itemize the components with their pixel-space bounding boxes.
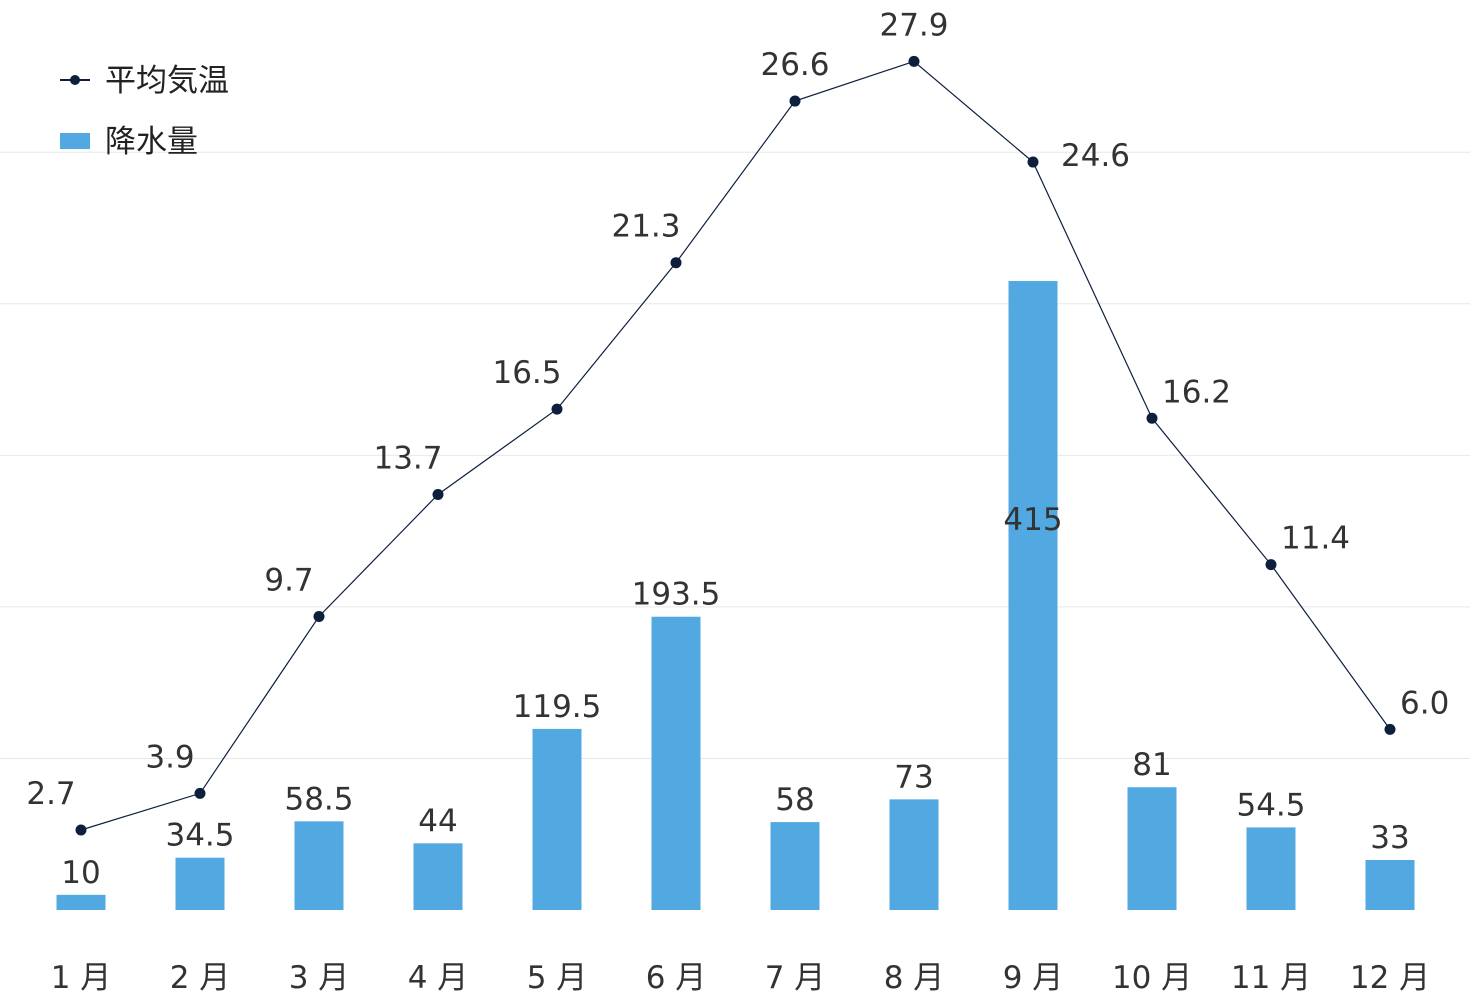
temperature-point-2 [194,787,206,799]
legend-item-temperature: 平均気温 [60,63,229,99]
bar-label-3: 58.5 [284,781,353,817]
bar-label-4: 44 [418,803,457,839]
temperature-point-4 [432,489,444,500]
bar-7 [770,822,820,910]
bar-label-11: 54.5 [1236,787,1305,823]
temperature-label-7: 26.6 [760,47,829,83]
bar-label-2: 34.5 [165,818,234,854]
temperature-point-7 [789,95,801,107]
temperature-label-2: 3.9 [145,739,194,775]
x-tick-label-7: 7 月 [765,960,826,996]
x-tick-label-8: 8 月 [884,960,945,996]
temperature-label-12: 6.0 [1400,685,1449,721]
temperature-labels: 2.7 3.9 9.7 13.7 16.5 21.3 26.6 27.9 24.6 16.2 11.… [26,7,1449,812]
bar-6 [651,616,701,910]
temperature-point-6 [670,257,682,269]
temperature-point-12 [1384,723,1396,735]
x-tick-label-6: 6 月 [646,960,707,996]
temperature-label-10: 16.2 [1162,374,1231,410]
temperature-label-3: 9.7 [264,563,313,599]
bar-label-1: 10 [61,855,100,891]
bar-12 [1365,859,1415,910]
temperature-label-5: 16.5 [492,355,561,391]
temperature-point-3 [313,611,325,622]
x-tick-label-12: 12 月 [1350,960,1430,996]
temperature-line [75,55,1396,836]
bar-3 [294,821,344,910]
temperature-label-9: 24.6 [1061,138,1130,174]
bar-5 [532,728,582,910]
bar-label-12: 33 [1370,820,1409,856]
bar-label-6: 193.5 [632,577,721,613]
precipitation-bars [56,281,1415,910]
bar-label-7: 58 [775,782,814,818]
temperature-label-8: 27.9 [879,7,948,43]
temperature-label-4: 13.7 [373,441,442,477]
x-tick-label-3: 3 月 [289,960,350,996]
temperature-series-line [80,60,1391,831]
temperature-point-1 [75,824,87,836]
bar-1 [56,894,106,910]
x-tick-label-11: 11 月 [1231,960,1311,996]
temperature-point-5 [551,403,563,415]
legend-label-precipitation: 降水量 [105,124,198,160]
precipitation-labels: 10 34.5 58.5 44 119.5 193.5 58 73 415 81 54.5 33 [61,502,1409,891]
legend-label-temperature: 平均気温 [105,63,229,99]
bar-2 [175,857,225,910]
bar-4 [413,843,463,910]
temperature-label-6: 21.3 [611,209,680,245]
bar-label-10: 81 [1132,747,1171,783]
x-tick-label-10: 10 月 [1112,960,1192,996]
bar-8 [889,799,939,910]
x-axis: 1 月 2 月 3 月 4 月 5 月 6 月 7 月 8 月 9 月 10 月 11 月 12 月 [51,960,1430,996]
gridlines [0,151,1470,759]
bar-11 [1246,827,1296,910]
temperature-label-11: 11.4 [1281,521,1350,557]
legend-item-precipitation: 降水量 [60,124,198,160]
x-tick-label-9: 9 月 [1003,960,1064,996]
bar-10 [1127,787,1177,910]
temperature-point-10 [1146,412,1158,424]
bar-9 [1008,281,1058,910]
temperature-label-1: 2.7 [26,776,75,812]
temperature-point-8 [908,55,920,67]
x-tick-label-4: 4 月 [408,960,469,996]
x-tick-label-1: 1 月 [51,960,112,996]
bar-label-9: 415 [1003,502,1062,538]
temperature-point-9 [1027,156,1039,168]
x-tick-label-5: 5 月 [527,960,588,996]
legend: 平均気温 降水量 [60,63,229,160]
bar-label-8: 73 [894,759,933,795]
temperature-point-11 [1265,559,1277,571]
x-tick-label-2: 2 月 [170,960,231,996]
bar-label-5: 119.5 [513,689,602,725]
